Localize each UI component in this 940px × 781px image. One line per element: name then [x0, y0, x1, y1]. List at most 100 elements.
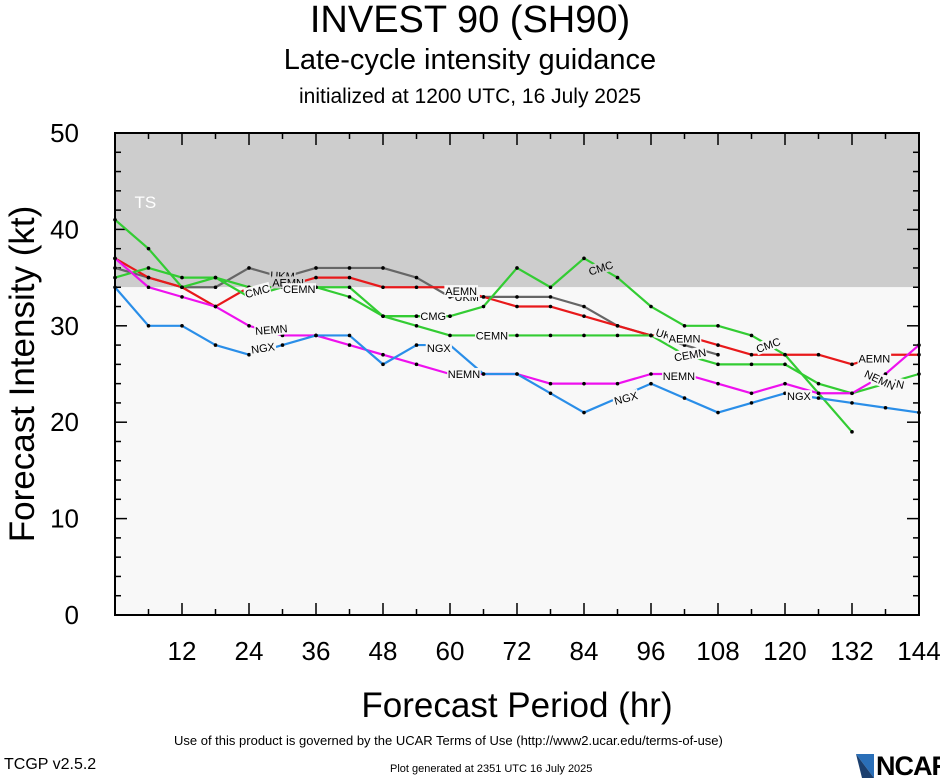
- series-label-text-ngx: NGX: [787, 391, 812, 403]
- data-point-cemn: [582, 333, 586, 338]
- data-point-ngx: [280, 343, 285, 347]
- data-point-aemn: [816, 352, 821, 357]
- version-label: TCGP v2.5.2: [4, 756, 97, 773]
- y-tick-label: 0: [65, 600, 79, 630]
- data-point-nemn: [347, 343, 352, 347]
- data-point-ukm: [381, 266, 385, 270]
- data-point-cmc: [582, 256, 586, 261]
- data-point-cmc: [749, 333, 754, 338]
- series-label-nemn: NEMN: [662, 369, 696, 383]
- data-point-ukm: [213, 285, 218, 290]
- series-label-text-aemn: AEMN: [445, 286, 477, 298]
- data-point-cmc: [649, 304, 653, 309]
- data-point-nemn: [146, 285, 151, 290]
- x-axis-title: Forecast Period (hr): [361, 686, 673, 725]
- data-point-cmc: [481, 304, 486, 309]
- ncar-logo-icon: [856, 754, 874, 778]
- data-point-ngx: [883, 405, 888, 410]
- y-tick-label: 50: [50, 118, 79, 148]
- data-point-cmc: [180, 285, 184, 290]
- series-label-bg-cmc: [243, 281, 272, 301]
- data-point-ngx: [481, 372, 486, 376]
- series-label-bg-cmc: [586, 258, 616, 278]
- data-point-ngx: [213, 343, 218, 347]
- series-label-text-cmg: CMG: [420, 311, 446, 323]
- series-label-bg-nemn: [662, 369, 696, 382]
- data-point-ngx: [515, 372, 519, 376]
- data-point-ngx: [749, 401, 754, 405]
- x-tick-label: 60: [436, 636, 465, 666]
- intensity-band: [115, 287, 919, 615]
- data-point-ukm: [247, 266, 251, 270]
- data-point-cemn: [548, 333, 553, 338]
- data-point-aemn: [850, 362, 854, 367]
- data-point-ngx: [247, 352, 251, 357]
- data-point-aemn: [481, 295, 486, 299]
- data-point-cmc: [682, 324, 687, 328]
- y-tick-label: 20: [50, 407, 79, 437]
- series-label-text-cemn: CEMN: [476, 330, 508, 342]
- data-point-nemn: [749, 391, 754, 396]
- series-label-text-aemn: AEMN: [858, 354, 890, 366]
- data-point-ngx: [850, 401, 854, 405]
- series-label-text-nemn: NEMN: [448, 369, 480, 381]
- x-tick-label: 48: [369, 636, 398, 666]
- data-point-nemn: [582, 381, 586, 386]
- data-point-cmg: [448, 314, 452, 318]
- generated-timestamp: Plot generated at 2351 UTC 16 July 2025: [390, 763, 593, 775]
- data-point-ngx: [548, 391, 553, 396]
- series-label-cmg: CMG: [420, 310, 447, 323]
- data-point-nemn: [615, 381, 620, 386]
- data-point-cmc: [850, 430, 854, 434]
- series-label-text-ngx: NGX: [250, 341, 276, 356]
- y-tick-label: 40: [50, 214, 79, 244]
- data-point-cemn: [213, 275, 218, 280]
- data-point-ukm: [716, 352, 720, 357]
- data-point-ngx: [347, 333, 352, 338]
- series-label-text-nemn: NEMN: [663, 371, 695, 383]
- data-point-cemn: [381, 314, 385, 318]
- data-point-ngx: [381, 362, 385, 367]
- data-point-cmc: [515, 266, 519, 270]
- series-label-ngx: NGX: [425, 341, 452, 355]
- x-tick-label: 12: [168, 636, 197, 666]
- x-tick-label: 108: [696, 636, 739, 666]
- data-point-nemn: [649, 372, 653, 376]
- series-label-text-cemn: CEMN: [673, 347, 707, 364]
- series-label-bg-ngx: [425, 341, 452, 354]
- x-tick-label: 36: [302, 636, 331, 666]
- data-point-ngx: [180, 324, 184, 328]
- ncar-logo-text: NCAR: [876, 751, 940, 781]
- data-point-aemn: [314, 275, 318, 280]
- data-point-ngx: [682, 396, 687, 400]
- series-label-bg-aemn: [444, 285, 478, 298]
- chart-subtitle: Late-cycle intensity guidance: [283, 44, 657, 76]
- series-label-bg-cemn: [475, 329, 509, 342]
- series-label-aemn: AEMN: [667, 332, 702, 345]
- data-point-ukm: [314, 266, 318, 270]
- data-point-cemn: [783, 362, 787, 367]
- series-label-bg-aemn: [857, 352, 892, 365]
- chart-title: INVEST 90 (SH90): [309, 0, 631, 41]
- data-point-aemn: [381, 285, 385, 290]
- y-axis-title: Forecast Intensity (kt): [3, 205, 42, 543]
- x-tick-label: 24: [235, 636, 264, 666]
- series-label-bg-aemn: [667, 332, 702, 345]
- data-point-nemn: [180, 295, 184, 299]
- series-label-cemn: CEMN: [672, 345, 708, 364]
- data-point-cemn: [816, 381, 821, 386]
- data-point-cmc: [347, 295, 352, 299]
- intensity-band: [115, 133, 919, 288]
- data-point-nemn: [548, 381, 553, 386]
- series-label-bg-ngx: [249, 340, 277, 356]
- data-point-nemn: [381, 352, 385, 357]
- band-label: TS: [135, 193, 157, 212]
- x-tick-label: 132: [830, 636, 873, 666]
- data-point-cemn: [716, 362, 720, 367]
- data-point-ngx: [146, 324, 151, 328]
- data-point-ukm: [347, 266, 352, 270]
- series-label-text-aemn: AEMN: [669, 333, 701, 345]
- series-label-bg-nemn: [254, 322, 289, 338]
- data-point-aemn: [716, 343, 720, 347]
- data-point-ngx: [716, 410, 720, 415]
